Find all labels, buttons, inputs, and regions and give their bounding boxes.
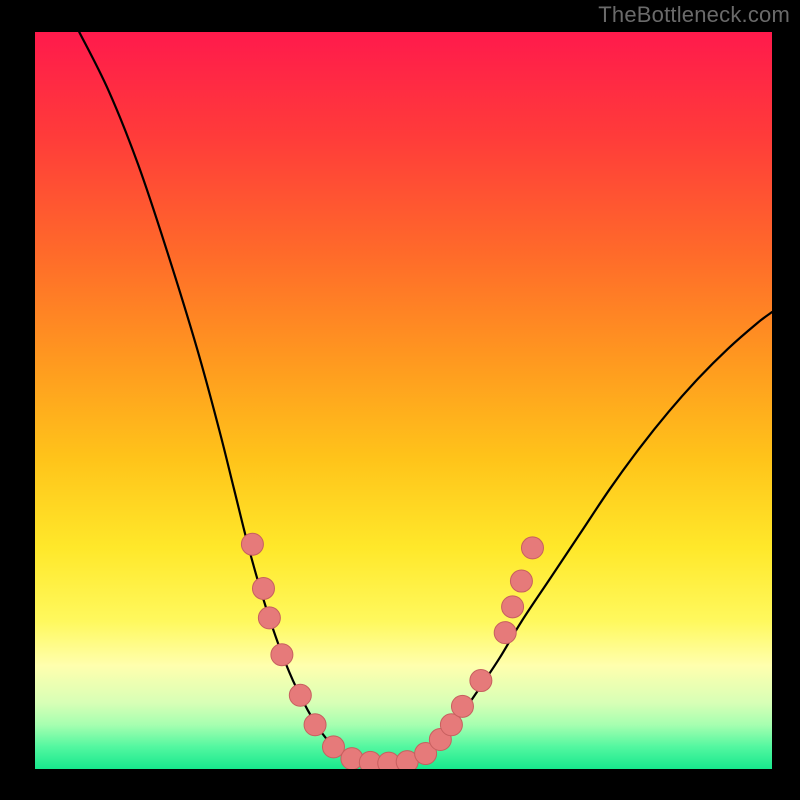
plot-area [35, 32, 772, 769]
plot-gradient-background [35, 32, 772, 769]
watermark-text: TheBottleneck.com [598, 2, 790, 28]
chart-stage: TheBottleneck.com [0, 0, 800, 800]
